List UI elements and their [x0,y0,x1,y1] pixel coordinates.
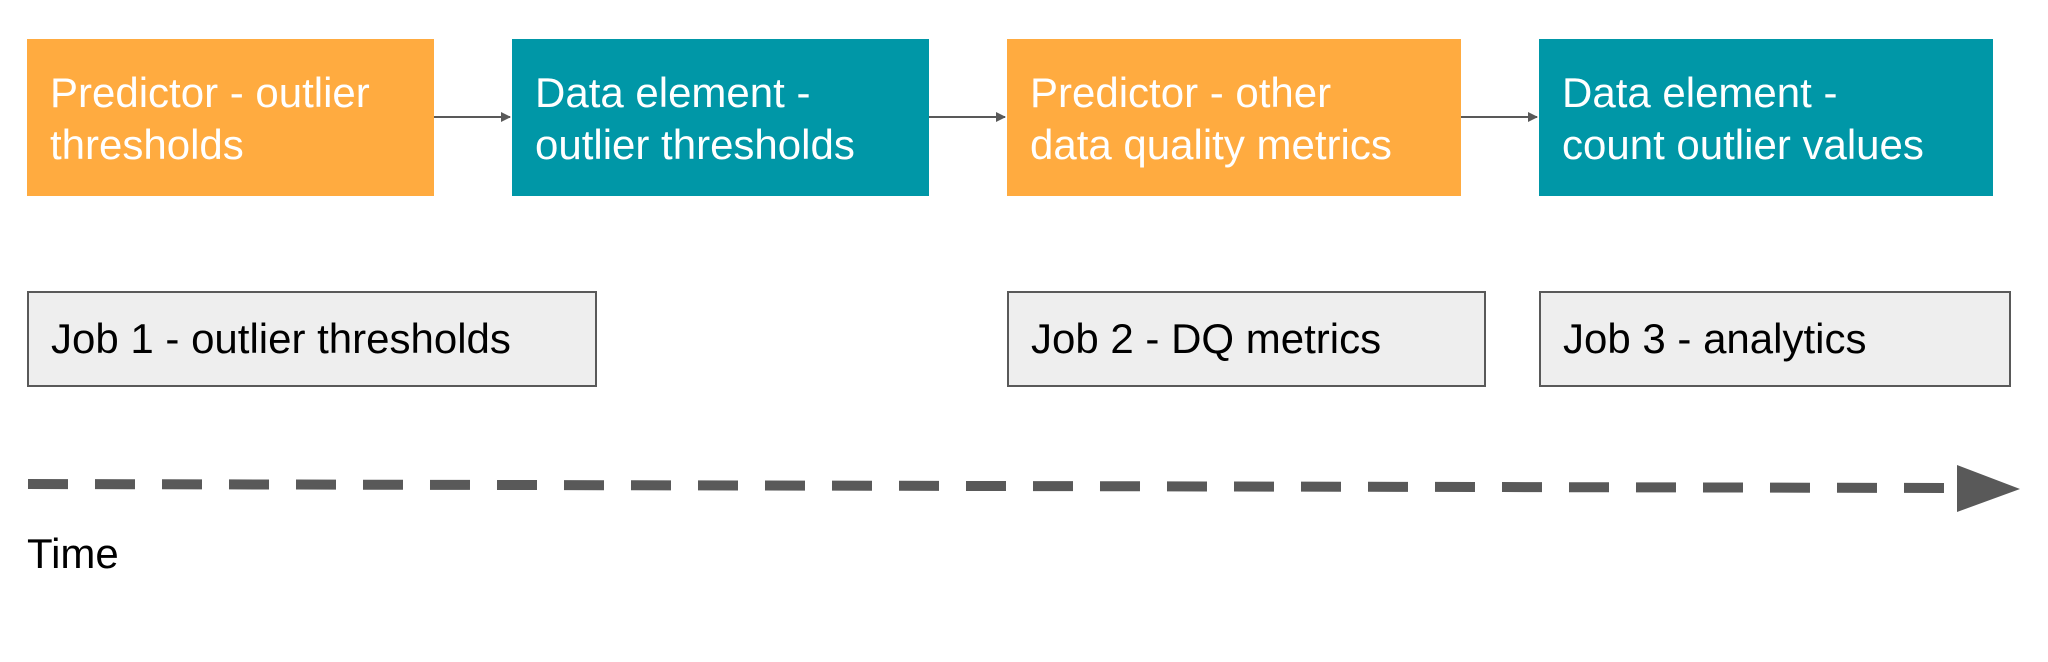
timeline-arrowhead [1957,465,2020,512]
step-data-element-outlier-thresholds: Data element - outlier thresholds [512,39,929,196]
step-data-element-count-outlier-values: Data element - count outlier values [1539,39,1993,196]
job-2-label: Job 2 - DQ metrics [1031,315,1382,362]
time-axis-label: Time [27,530,119,577]
step-label-line-1: Predictor - other [1030,69,1332,116]
job-3-label: Job 3 - analytics [1563,315,1867,362]
job-1-box: Job 1 - outlier thresholds [27,291,597,387]
step-label-line-2: count outlier values [1562,121,1924,168]
step-label-line-2: outlier thresholds [535,121,855,168]
step-label-line-2: data quality metrics [1030,121,1392,168]
timeline-dashed-line [27,479,1961,493]
step-label-line-1: Predictor - outlier [50,69,370,116]
step-label-line-1: Data element - [1562,69,1838,116]
job-1-label: Job 1 - outlier thresholds [51,315,511,362]
step-label-line-2: thresholds [50,121,244,168]
step-label-line-1: Data element - [535,69,811,116]
job-2-box: Job 2 - DQ metrics [1007,291,1486,387]
step-predictor-other-dq-metrics: Predictor - other data quality metrics [1007,39,1461,196]
job-3-box: Job 3 - analytics [1539,291,2011,387]
step-predictor-outlier-thresholds: Predictor - outlier thresholds [27,39,434,196]
